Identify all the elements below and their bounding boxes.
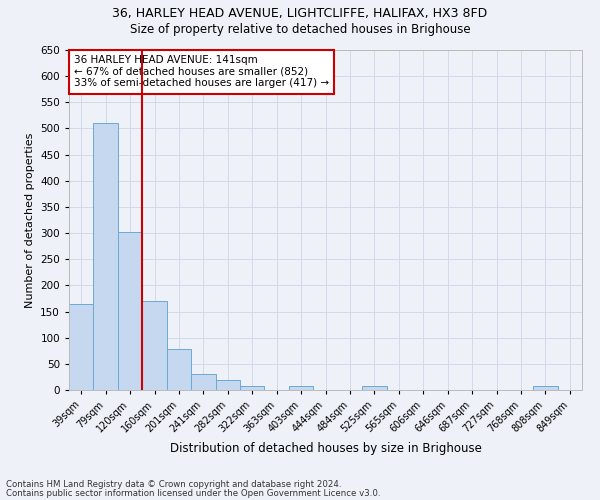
Y-axis label: Number of detached properties: Number of detached properties bbox=[25, 132, 35, 308]
Text: Contains HM Land Registry data © Crown copyright and database right 2024.: Contains HM Land Registry data © Crown c… bbox=[6, 480, 341, 489]
Text: Contains public sector information licensed under the Open Government Licence v3: Contains public sector information licen… bbox=[6, 488, 380, 498]
Bar bbox=[240, 386, 265, 390]
Bar bbox=[69, 304, 94, 390]
Bar bbox=[215, 380, 240, 390]
Bar bbox=[191, 374, 215, 390]
Bar bbox=[167, 349, 191, 390]
Text: Size of property relative to detached houses in Brighouse: Size of property relative to detached ho… bbox=[130, 22, 470, 36]
Bar bbox=[94, 122, 118, 390]
Bar bbox=[362, 386, 386, 390]
Bar bbox=[142, 301, 167, 390]
Text: 36, HARLEY HEAD AVENUE, LIGHTCLIFFE, HALIFAX, HX3 8FD: 36, HARLEY HEAD AVENUE, LIGHTCLIFFE, HAL… bbox=[112, 8, 488, 20]
Bar bbox=[533, 386, 557, 390]
Bar bbox=[289, 386, 313, 390]
Text: 36 HARLEY HEAD AVENUE: 141sqm
← 67% of detached houses are smaller (852)
33% of : 36 HARLEY HEAD AVENUE: 141sqm ← 67% of d… bbox=[74, 55, 329, 88]
Bar bbox=[118, 232, 142, 390]
X-axis label: Distribution of detached houses by size in Brighouse: Distribution of detached houses by size … bbox=[170, 442, 481, 456]
